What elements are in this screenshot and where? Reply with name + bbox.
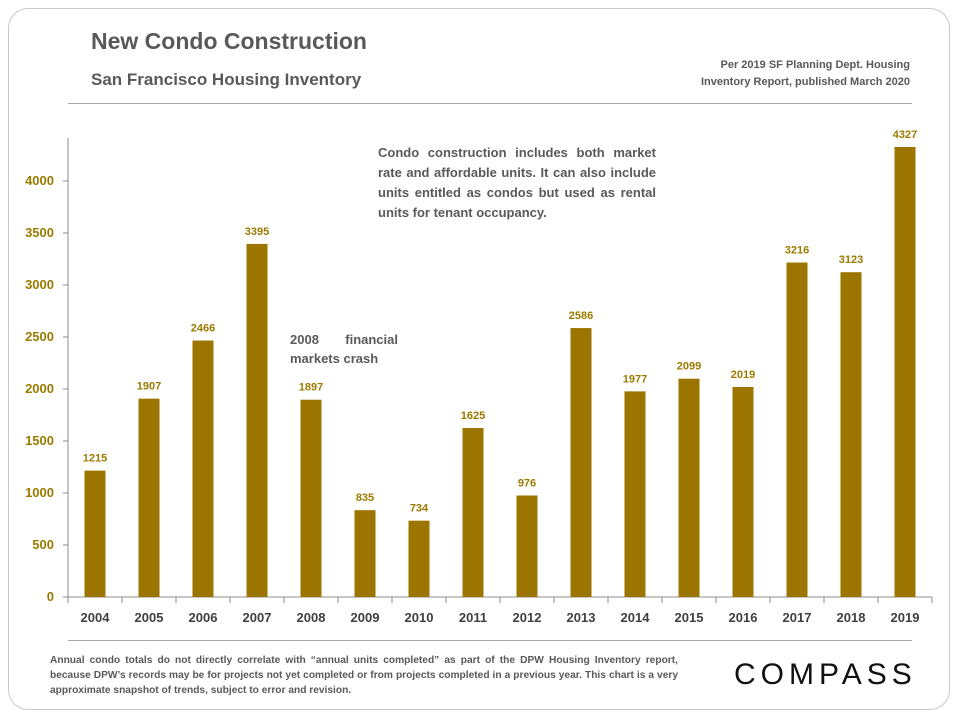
x-tick-label: 2010 bbox=[405, 610, 434, 625]
chart-annotation: Condo construction includes both market … bbox=[378, 145, 656, 220]
x-tick-label: 2005 bbox=[135, 610, 164, 625]
data-label: 734 bbox=[410, 503, 429, 515]
bar bbox=[570, 328, 592, 597]
bar bbox=[192, 340, 214, 597]
y-tick-label: 1500 bbox=[25, 433, 54, 448]
y-tick-label: 3500 bbox=[25, 225, 54, 240]
data-label: 3216 bbox=[785, 245, 809, 257]
bar bbox=[84, 470, 106, 597]
bar bbox=[408, 520, 430, 597]
data-label: 976 bbox=[518, 477, 536, 489]
y-tick-label: 4000 bbox=[25, 173, 54, 188]
bar bbox=[786, 262, 808, 597]
bar bbox=[354, 510, 376, 597]
data-label: 3123 bbox=[839, 254, 863, 266]
x-tick-label: 2013 bbox=[567, 610, 596, 625]
bar bbox=[516, 495, 538, 597]
bar bbox=[624, 391, 646, 597]
data-label: 1625 bbox=[461, 410, 485, 422]
footer-divider bbox=[68, 640, 912, 641]
x-tick-label: 2018 bbox=[837, 610, 866, 625]
x-tick-label: 2006 bbox=[189, 610, 218, 625]
x-tick-label: 2019 bbox=[891, 610, 920, 625]
bar bbox=[678, 378, 700, 597]
y-tick-label: 0 bbox=[47, 589, 54, 604]
bar bbox=[840, 272, 862, 597]
source-note: Per 2019 SF Planning Dept. Housing Inven… bbox=[610, 57, 910, 91]
data-label: 1907 bbox=[137, 381, 161, 393]
chart-title: New Condo Construction bbox=[91, 28, 367, 54]
x-tick-label: 2009 bbox=[351, 610, 380, 625]
source-line-1: Per 2019 SF Planning Dept. Housing bbox=[720, 59, 910, 71]
y-tick-label: 1000 bbox=[25, 485, 54, 500]
header-divider bbox=[68, 103, 912, 104]
x-tick-label: 2012 bbox=[513, 610, 542, 625]
crash-annotation: 2008 financial markets crash bbox=[290, 332, 398, 366]
x-tick-label: 2007 bbox=[243, 610, 272, 625]
bar bbox=[732, 387, 754, 597]
x-tick-label: 2014 bbox=[621, 610, 651, 625]
y-tick-label: 500 bbox=[32, 537, 54, 552]
data-label: 4327 bbox=[893, 129, 917, 141]
bar bbox=[462, 428, 484, 597]
y-tick-label: 3000 bbox=[25, 277, 54, 292]
x-tick-label: 2017 bbox=[783, 610, 812, 625]
data-label: 1977 bbox=[623, 373, 647, 385]
data-label: 2019 bbox=[731, 369, 755, 381]
y-tick-label: 2500 bbox=[25, 329, 54, 344]
bar bbox=[246, 243, 268, 598]
x-tick-label: 2008 bbox=[297, 610, 326, 625]
data-label: 835 bbox=[356, 492, 374, 504]
x-tick-label: 2004 bbox=[81, 610, 111, 625]
data-label: 2099 bbox=[677, 361, 701, 373]
bar bbox=[894, 146, 916, 597]
y-tick-label: 2000 bbox=[25, 381, 54, 396]
data-label: 2586 bbox=[569, 310, 593, 322]
footnote: Annual condo totals do not directly corr… bbox=[50, 655, 678, 696]
data-label: 1897 bbox=[299, 382, 323, 394]
compass-logo: COMPASS bbox=[734, 658, 917, 691]
chart-subtitle: San Francisco Housing Inventory bbox=[91, 70, 362, 89]
x-tick-label: 2015 bbox=[675, 610, 704, 625]
data-label: 1215 bbox=[83, 453, 107, 465]
source-line-2: Inventory Report, published March 2020 bbox=[700, 76, 910, 88]
x-tick-label: 2011 bbox=[459, 610, 487, 625]
data-label: 3395 bbox=[245, 226, 269, 238]
bar bbox=[138, 398, 160, 597]
x-tick-label: 2016 bbox=[729, 610, 758, 625]
data-label: 2466 bbox=[191, 323, 215, 335]
bar bbox=[300, 399, 322, 597]
